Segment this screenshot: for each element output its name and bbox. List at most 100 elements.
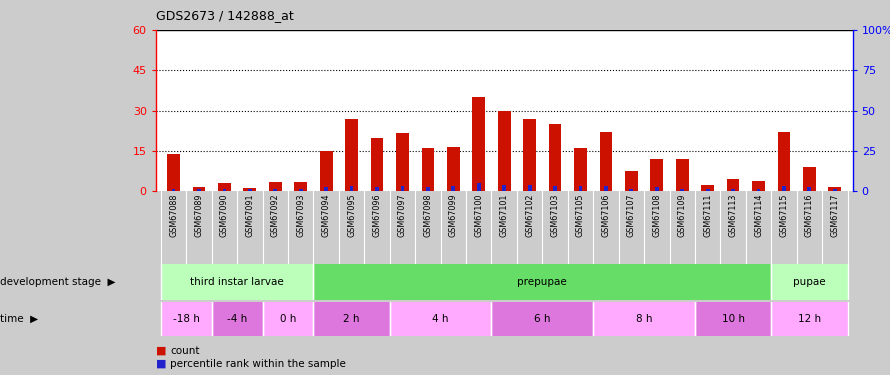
Text: GSM67103: GSM67103 [551,194,560,237]
Bar [451,186,455,191]
Text: GSM67089: GSM67089 [195,194,204,237]
Bar [218,183,231,191]
Text: ■: ■ [156,346,170,355]
Text: ■: ■ [156,359,170,369]
Bar [426,187,430,191]
Text: 0 h: 0 h [279,314,296,324]
Bar [803,167,816,191]
Bar [320,151,333,191]
Bar [192,187,206,191]
Bar [345,118,358,191]
Bar [604,186,608,191]
Bar [629,189,634,191]
Text: GSM67105: GSM67105 [576,194,585,237]
Text: GSM67092: GSM67092 [271,194,279,237]
Bar [772,302,847,336]
Bar [732,189,735,191]
Bar [375,187,379,191]
Bar [324,187,328,191]
Bar [706,189,709,191]
Bar [833,189,837,191]
Bar [829,187,841,191]
Text: GSM67090: GSM67090 [220,194,229,237]
Text: GSM67099: GSM67099 [449,194,457,237]
Text: GDS2673 / 142888_at: GDS2673 / 142888_at [156,9,294,22]
Text: 2 h: 2 h [344,314,360,324]
Bar [807,187,812,191]
Bar [600,132,612,191]
Bar [695,302,772,336]
Bar [161,264,313,300]
Bar [655,187,659,191]
Bar [549,124,562,191]
Bar [473,97,485,191]
Bar [778,132,790,191]
Text: GSM67100: GSM67100 [474,194,483,237]
Bar [161,302,212,336]
Bar [528,184,531,191]
Bar [498,111,511,191]
Bar [422,148,434,191]
Text: GSM67097: GSM67097 [398,194,407,237]
Text: GSM67096: GSM67096 [373,194,382,237]
Bar [676,159,689,191]
Text: GSM67115: GSM67115 [780,194,789,237]
Bar [222,189,226,191]
Text: percentile rank within the sample: percentile rank within the sample [170,359,346,369]
Bar [477,183,481,191]
Text: 4 h: 4 h [433,314,449,324]
Text: GSM67093: GSM67093 [296,194,305,237]
Bar [625,171,638,191]
Text: 12 h: 12 h [797,314,821,324]
Text: GSM67088: GSM67088 [169,194,178,237]
Bar [651,159,663,191]
Text: time  ▶: time ▶ [0,314,38,324]
Text: GSM67101: GSM67101 [499,194,509,237]
Bar [167,154,180,191]
Bar [400,186,404,191]
Bar [244,188,256,191]
Bar [273,189,277,191]
Bar [554,186,557,191]
Bar [752,180,765,191]
Bar [263,302,313,336]
Text: GSM67095: GSM67095 [347,194,356,237]
Bar [396,134,409,191]
Text: GSM67106: GSM67106 [602,194,611,237]
Bar [313,302,390,336]
Bar [313,264,772,300]
Text: -18 h: -18 h [173,314,199,324]
Text: GSM67098: GSM67098 [424,194,433,237]
Bar [782,186,786,191]
Bar [212,302,263,336]
Bar [269,182,281,191]
Bar [574,148,587,191]
Text: GSM67113: GSM67113 [729,194,738,237]
Text: 6 h: 6 h [534,314,551,324]
Bar [594,302,695,336]
Bar [578,186,582,191]
Text: GSM67114: GSM67114 [754,194,763,237]
Text: count: count [170,346,199,355]
Bar [172,189,175,191]
Text: GSM67117: GSM67117 [830,194,839,237]
Bar [350,186,353,191]
Bar [701,184,714,191]
Text: third instar larvae: third instar larvae [190,277,284,287]
Text: GSM67116: GSM67116 [805,194,813,237]
Bar [772,264,847,300]
Bar [390,302,491,336]
Text: pupae: pupae [793,277,826,287]
Text: GSM67109: GSM67109 [677,194,687,237]
Text: prepupae: prepupae [517,277,567,287]
Bar [248,189,252,191]
Bar [299,189,303,191]
Text: GSM67094: GSM67094 [321,194,331,237]
Text: GSM67108: GSM67108 [652,194,661,237]
Text: development stage  ▶: development stage ▶ [0,277,116,287]
Bar [523,118,536,191]
Bar [491,302,594,336]
Text: GSM67111: GSM67111 [703,194,712,237]
Bar [197,189,201,191]
Text: 10 h: 10 h [722,314,745,324]
